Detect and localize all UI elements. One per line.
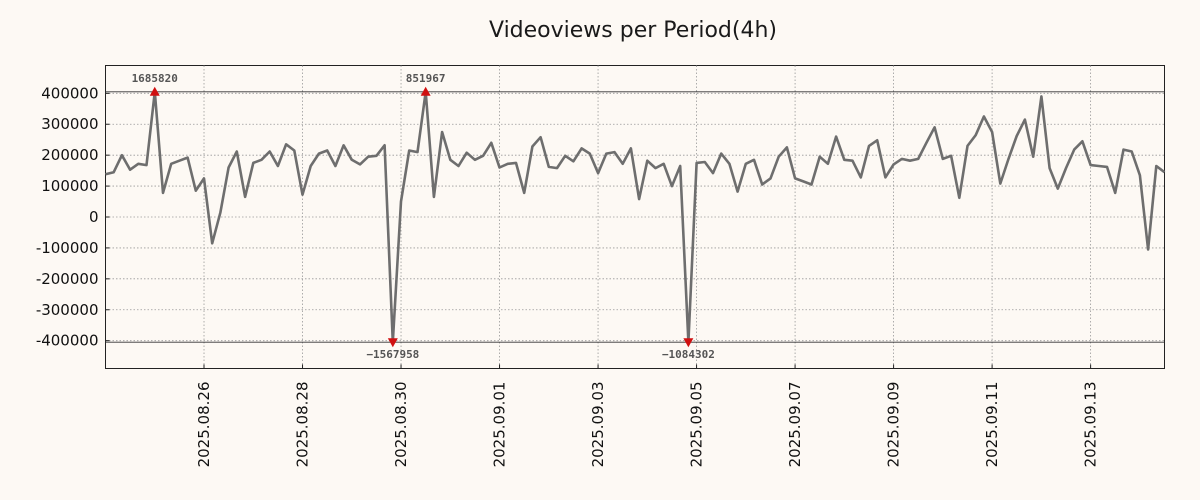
- trough-marker: [683, 338, 694, 348]
- series-line: [105, 90, 1166, 344]
- x-tick-label: 2025.09.11: [983, 382, 1001, 468]
- x-tick-label: 2025.09.07: [786, 382, 804, 468]
- annotations: 1685820 851967 −1567958 −1084302: [132, 72, 715, 361]
- series-group: [105, 90, 1166, 344]
- x-tick-label: 2025.08.28: [294, 382, 312, 468]
- y-tick-label: 400000: [41, 84, 98, 102]
- trough-label: −1084302: [662, 348, 715, 361]
- clip-lines: [105, 91, 1165, 343]
- grid: [105, 65, 1165, 369]
- y-tick-label: 100000: [41, 177, 98, 195]
- x-tick-label: 2025.09.03: [589, 382, 607, 468]
- y-tick-label: -400000: [36, 332, 99, 350]
- x-tick-label: 2025.08.30: [392, 382, 410, 468]
- y-tick-label: 0: [89, 208, 99, 226]
- x-tick-label: 2025.08.26: [195, 382, 213, 468]
- trough-label: −1567958: [366, 348, 419, 361]
- peak-label: 1685820: [132, 72, 178, 85]
- y-tick-label: -100000: [36, 239, 99, 257]
- x-tick-label: 2025.09.05: [688, 382, 706, 468]
- y-axis: 400000 300000 200000 100000 0 -100000 -200000 -…: [36, 84, 110, 350]
- x-tick-label: 2025.09.13: [1082, 382, 1100, 468]
- peak-marker: [149, 86, 160, 96]
- y-tick-label: 300000: [41, 115, 98, 133]
- trough-marker: [387, 338, 398, 348]
- y-tick-label: -300000: [36, 301, 99, 319]
- x-tick-label: 2025.09.01: [491, 382, 509, 468]
- peak-label: 851967: [406, 72, 446, 85]
- y-tick-label: 200000: [41, 146, 98, 164]
- chart-title: Videoviews per Period(4h): [489, 18, 777, 43]
- peak-marker: [420, 86, 431, 96]
- x-axis: 2025.08.26 2025.08.28 2025.08.30 2025.09.01…: [195, 364, 1100, 468]
- x-tick-label: 2025.09.09: [885, 382, 903, 468]
- y-tick-label: -200000: [36, 270, 99, 288]
